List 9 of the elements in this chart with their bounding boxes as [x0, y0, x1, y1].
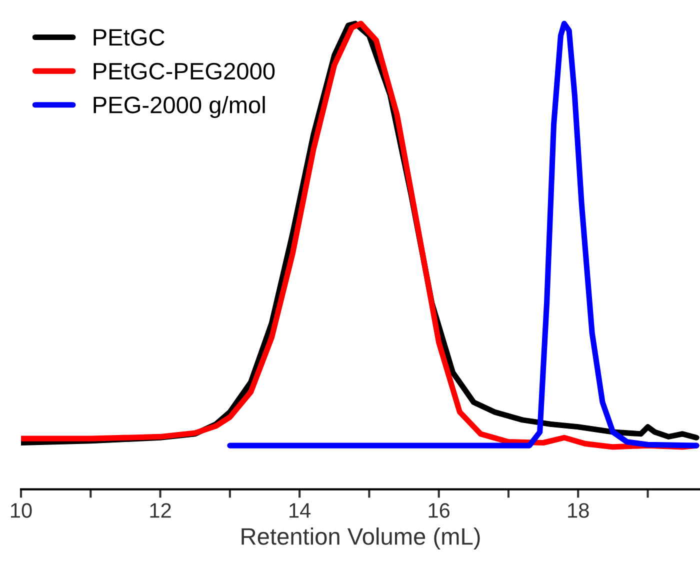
legend-label: PEtGC-PEG2000: [94, 62, 275, 80]
x-tick-label: 12: [150, 503, 171, 518]
x-tick-label: 10: [11, 503, 32, 518]
x-tick-label: 18: [568, 503, 589, 518]
x-tick-label: 16: [428, 503, 450, 518]
legend-label: PEtGC: [94, 29, 164, 46]
legend-label: PEG-2000 g/mol: [94, 96, 265, 118]
x-axis-title: Retention Volume (mL): [242, 528, 480, 550]
x-tick-label: 14: [290, 503, 311, 518]
